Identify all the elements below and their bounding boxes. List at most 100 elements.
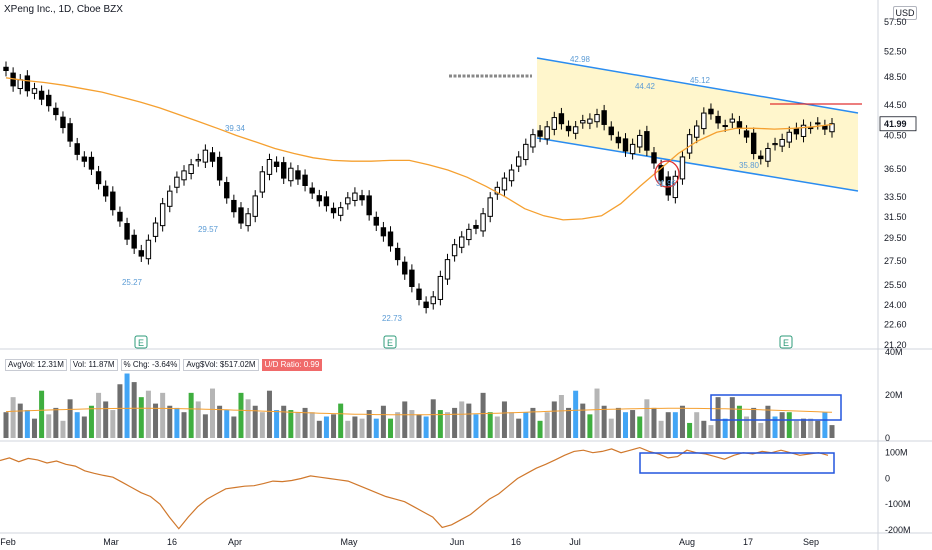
candle-body bbox=[587, 118, 593, 124]
volume-bar bbox=[181, 412, 187, 438]
volume-bar bbox=[338, 403, 344, 438]
volume-bar bbox=[566, 407, 572, 438]
volume-bar bbox=[444, 412, 450, 438]
volume-tick-label: 20M bbox=[885, 390, 903, 400]
volume-legend: AvgVol: 12.31M Vol: 11.87M % Chg: -3.64%… bbox=[5, 359, 323, 371]
candle-body bbox=[473, 225, 479, 229]
candle-body bbox=[601, 110, 607, 125]
rs-tick-label: -100M bbox=[885, 499, 911, 509]
volume-bar bbox=[131, 382, 137, 438]
candle-body bbox=[537, 130, 543, 137]
moving-average-line bbox=[5, 77, 833, 221]
volume-bar bbox=[210, 388, 215, 438]
price-tick-label: 33.50 bbox=[884, 192, 907, 202]
volume-bar bbox=[615, 407, 621, 438]
candle-body bbox=[88, 156, 95, 170]
candle-body bbox=[515, 156, 522, 167]
volume-bar bbox=[623, 412, 628, 438]
volume-bar bbox=[494, 416, 500, 438]
rs-highlight-box bbox=[639, 452, 835, 474]
volume-bar bbox=[509, 412, 515, 438]
volume-bar bbox=[3, 412, 9, 438]
candle-body bbox=[501, 177, 508, 191]
volume-bar bbox=[523, 412, 529, 438]
volume-bar bbox=[580, 403, 586, 438]
candle-body bbox=[572, 126, 579, 134]
candle-body bbox=[402, 261, 408, 275]
time-tick-label: Sep bbox=[803, 537, 819, 547]
volume-bar bbox=[530, 407, 536, 438]
volume-bar bbox=[822, 412, 828, 438]
currency-button[interactable]: USD bbox=[893, 6, 917, 20]
volume-bar bbox=[380, 405, 386, 438]
volume-bar bbox=[145, 390, 151, 438]
highlight-circle bbox=[654, 160, 680, 188]
candle-body bbox=[110, 191, 116, 211]
candle-body bbox=[644, 131, 650, 151]
earnings-marker-label: E bbox=[387, 338, 393, 348]
volume-bar bbox=[302, 407, 308, 438]
candle-body bbox=[302, 174, 308, 186]
volume-bar bbox=[701, 420, 707, 438]
volume-bar bbox=[558, 395, 564, 438]
candle-body bbox=[686, 134, 693, 154]
candle-body bbox=[651, 152, 657, 164]
volume-bar bbox=[573, 390, 579, 438]
volume-bar bbox=[24, 410, 30, 438]
candle-body bbox=[544, 126, 550, 140]
time-tick-label: Feb bbox=[0, 537, 16, 547]
price-tick-label: 29.50 bbox=[884, 233, 907, 243]
candle-body bbox=[708, 108, 714, 115]
volume-bar bbox=[473, 414, 479, 438]
volume-bar bbox=[373, 418, 379, 438]
volume-bar bbox=[388, 418, 394, 438]
volume-bar bbox=[295, 412, 301, 438]
candle-body bbox=[53, 107, 59, 116]
candle-body bbox=[252, 195, 258, 217]
chart-title: XPeng Inc., 1D, Cboe BZX bbox=[4, 4, 123, 15]
volume-bar bbox=[409, 410, 415, 438]
candle-body bbox=[701, 112, 707, 130]
candle-body bbox=[281, 162, 287, 179]
price-annotation: 45.12 bbox=[690, 76, 711, 85]
volume-bar bbox=[345, 420, 351, 438]
volume-bar bbox=[736, 405, 742, 438]
candle-body bbox=[608, 126, 614, 136]
price-tick-label: 57.50 bbox=[884, 17, 907, 27]
price-tick-label: 31.50 bbox=[884, 212, 907, 222]
volume-bar bbox=[46, 414, 52, 438]
candle-body bbox=[366, 195, 372, 216]
candle-body bbox=[437, 275, 444, 300]
volume-bar bbox=[402, 401, 408, 438]
candle-body bbox=[67, 123, 73, 142]
volume-bar bbox=[359, 418, 365, 438]
candle-body bbox=[551, 117, 557, 130]
volume-bar bbox=[153, 403, 159, 438]
volume-bar bbox=[608, 418, 614, 438]
volume-bar bbox=[188, 392, 194, 438]
volume-bar bbox=[117, 384, 123, 438]
time-tick-label: May bbox=[340, 537, 358, 547]
candle-body bbox=[672, 175, 679, 199]
volume-bar bbox=[331, 414, 337, 438]
candle-body bbox=[800, 124, 807, 137]
volume-bar bbox=[352, 416, 358, 438]
candle-body bbox=[459, 236, 465, 248]
candle-body bbox=[17, 79, 23, 89]
price-annotation: 39.34 bbox=[225, 124, 246, 133]
price-tick-label: 52.50 bbox=[884, 46, 907, 56]
volume-bar bbox=[423, 416, 429, 438]
candle-body bbox=[345, 197, 351, 205]
volume-bar bbox=[537, 420, 543, 438]
candle-body bbox=[131, 234, 137, 249]
candle-body bbox=[530, 134, 536, 148]
channel-lower-line bbox=[536, 137, 859, 192]
candle-body bbox=[394, 247, 401, 261]
price-tick-label: 44.50 bbox=[884, 100, 907, 110]
candle-body bbox=[765, 148, 771, 162]
candle-body bbox=[46, 94, 52, 107]
volume-bar bbox=[202, 414, 208, 438]
candle-body bbox=[729, 118, 736, 123]
volume-bar bbox=[74, 412, 80, 438]
